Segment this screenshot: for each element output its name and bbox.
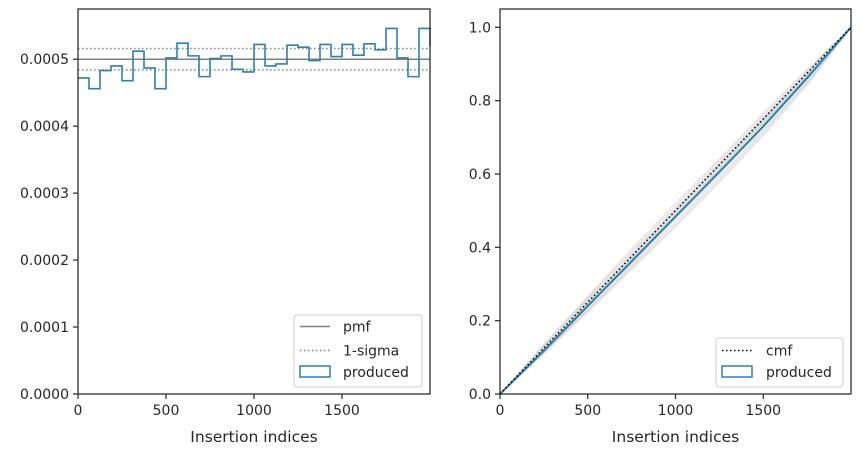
background-curve <box>499 27 852 395</box>
cmf-legend: cmf produced <box>715 337 844 388</box>
pmf-y-tick-label: 0.0000 <box>20 387 69 403</box>
pmf-y-tick-label: 0.0002 <box>20 253 69 269</box>
cmf-y-tick-label: 0.0 <box>469 387 491 403</box>
pmf-panel: 0 500 1000 1500 0.0000 0.0001 0.0002 0.0003 0.00… <box>20 8 431 446</box>
pmf-y-tick-label: 0.0001 <box>20 320 69 336</box>
pmf-x-tick-label: 0 <box>74 403 83 419</box>
background-curve <box>499 27 852 395</box>
background-curve <box>499 27 852 395</box>
pmf-x-tick-label: 1500 <box>324 403 360 419</box>
cmf-x-tick-label: 0 <box>496 403 505 419</box>
legend-label-1-sigma: 1-sigma <box>343 344 399 360</box>
cmf-y-tick-label: 0.8 <box>469 94 491 110</box>
pmf-legend: pmf 1-sigma produced <box>293 314 423 388</box>
produced-histogram <box>78 27 431 90</box>
cmf-x-tick-label: 1500 <box>745 403 781 419</box>
cmf-y-tick-label: 0.2 <box>469 314 491 330</box>
pmf-legend-box <box>293 314 423 388</box>
legend-label-produced-cmf: produced <box>766 365 832 381</box>
cmf-legend-box <box>715 337 844 388</box>
produced-cmf-line <box>499 26 852 395</box>
cmf-y-tick-label: 0.6 <box>469 167 491 183</box>
pmf-y-tick-label: 0.0005 <box>20 52 69 68</box>
pmf-y-tick-label: 0.0004 <box>20 119 69 135</box>
pmf-x-axis-label: Insertion indices <box>190 428 317 446</box>
cmf-line <box>499 26 852 395</box>
legend-swatch-produced-cmf <box>721 365 753 378</box>
legend-swatch-produced <box>299 365 331 378</box>
pmf-x-tick-label: 1000 <box>236 403 272 419</box>
pmf-x-tick-label: 500 <box>153 403 180 419</box>
cmf-panel: 0 500 1000 1500 0.0 0.2 0.4 0.6 0.8 1.0 Insertion… <box>469 8 852 446</box>
cmf-x-tick-label: 1000 <box>658 403 694 419</box>
pmf-y-tick-label: 0.0003 <box>20 186 69 202</box>
background-curve <box>499 26 852 395</box>
legend-label-pmf: pmf <box>343 320 372 336</box>
cmf-y-tick-label: 1.0 <box>469 20 491 36</box>
legend-label-produced: produced <box>343 365 409 381</box>
cmf-x-axis-label: Insertion indices <box>612 428 739 446</box>
background-curve <box>499 27 852 395</box>
cmf-x-tick-label: 500 <box>574 403 601 419</box>
cmf-y-tick-label: 0.4 <box>469 240 491 256</box>
legend-label-cmf: cmf <box>766 344 793 360</box>
